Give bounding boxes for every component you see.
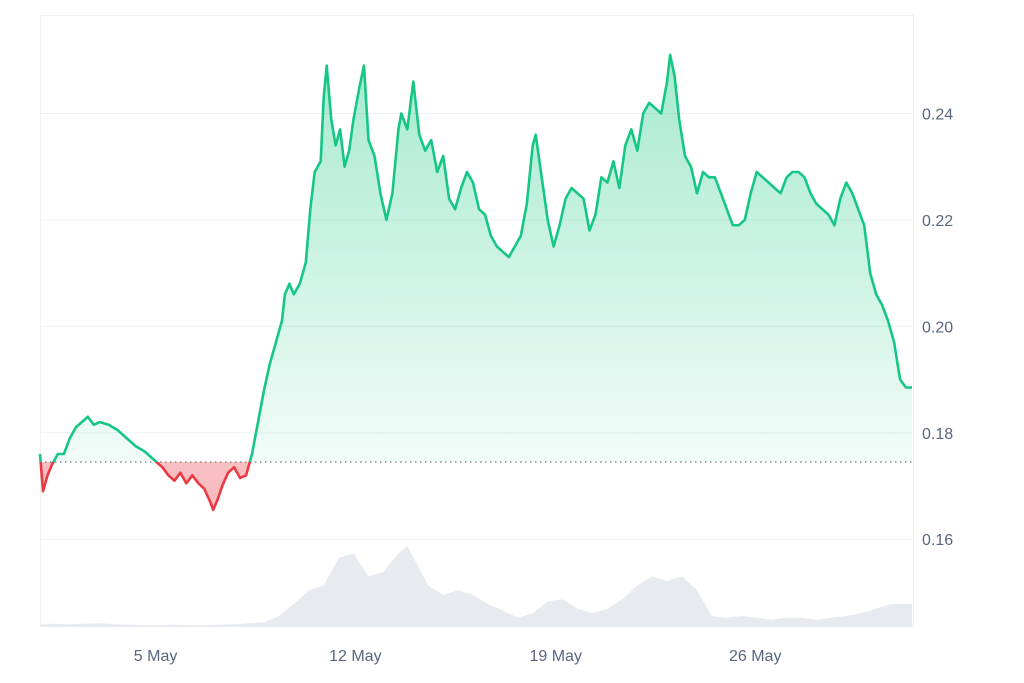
x-tick-label: 26 May xyxy=(729,648,781,665)
area-fill-down xyxy=(40,462,250,510)
y-tick-label: 0.20 xyxy=(922,319,953,336)
x-tick-label: 12 May xyxy=(329,648,381,665)
y-tick-label: 0.18 xyxy=(922,426,953,443)
volume-area xyxy=(40,546,912,627)
volume-layer xyxy=(40,546,912,627)
x-tick-label: 5 May xyxy=(134,648,178,665)
y-axis-ticks: 0.16 0.18 0.20 0.22 0.24 xyxy=(922,106,953,549)
line-layer xyxy=(38,53,912,512)
x-tick-label: 19 May xyxy=(529,648,581,665)
price-line-down xyxy=(39,462,252,512)
area-layer xyxy=(40,54,912,510)
price-line-up xyxy=(38,53,912,463)
y-tick-label: 0.22 xyxy=(922,213,953,230)
y-tick-label: 0.24 xyxy=(922,106,953,123)
area-fill-up xyxy=(40,54,912,463)
x-axis-ticks: 5 May 12 May 19 May 26 May xyxy=(134,648,782,665)
y-tick-label: 0.16 xyxy=(922,532,953,549)
